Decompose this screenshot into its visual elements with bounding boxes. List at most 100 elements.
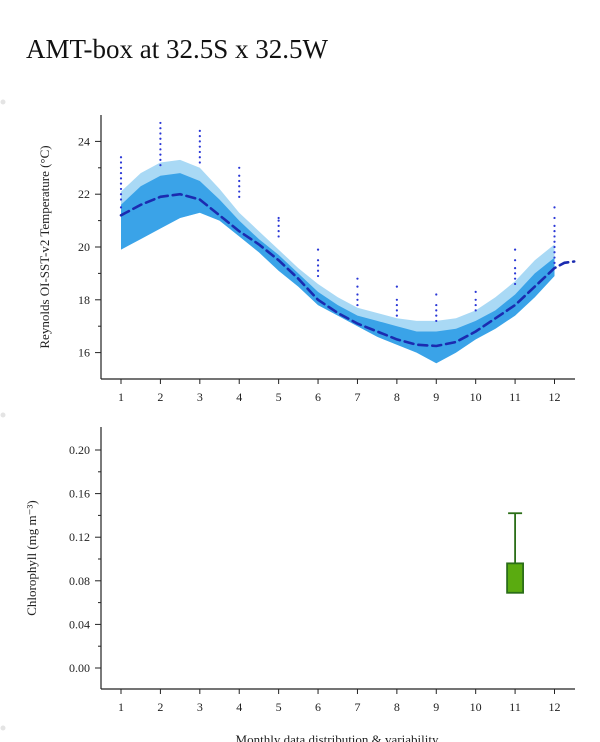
sst-observation-point <box>395 285 398 288</box>
chl-x-tick-label: 7 <box>354 700 360 714</box>
chl-x-tick-label: 10 <box>470 700 482 714</box>
edge-dot <box>0 725 6 731</box>
sst-x-tick-label: 4 <box>236 390 242 404</box>
sst-observation-point <box>356 303 359 307</box>
sst-x-tick-label: 8 <box>394 390 400 404</box>
sst-observation-point <box>553 216 556 220</box>
sst-observation-point <box>553 245 556 249</box>
chl-x-tick-label: 2 <box>157 700 163 714</box>
sst-observation-point <box>395 298 398 301</box>
sst-observation-point <box>513 272 517 275</box>
sst-x-tick-label: 1 <box>118 390 124 404</box>
sst-observation-point <box>198 129 201 132</box>
sst-observation-point <box>395 314 398 317</box>
edge-dot <box>0 99 6 105</box>
sst-observation-point <box>356 285 359 288</box>
chl-y-tick-label: 0.20 <box>69 443 90 457</box>
sst-observation-point <box>238 190 241 193</box>
sst-x-tick-label: 5 <box>276 390 282 404</box>
chl-x-tick-label: 9 <box>433 700 439 714</box>
chl-y-axis-title: Chlorophyll (mg m⁻³) <box>24 500 39 615</box>
chlorophyll-chart: 0.000.040.080.120.160.201 2 3 4 5 6 7 8 9 10 11 12C… <box>24 427 575 714</box>
sst-mean-line <box>119 192 576 348</box>
sst-x-tick-label: 2 <box>157 390 163 404</box>
sst-observation-point <box>238 179 241 183</box>
chl-y-tick-label: 0.04 <box>69 617 90 631</box>
chl-y-tick-label: 0.00 <box>69 661 90 675</box>
sst-observation-point <box>159 158 162 161</box>
sst-observation-point <box>435 303 438 307</box>
sst-observation-point <box>277 216 280 220</box>
sst-x-tick-label: 7 <box>354 390 360 404</box>
sst-observation-point <box>238 195 241 198</box>
sst-observation-point <box>119 193 123 196</box>
footer-caption: Monthly data distribution & variability <box>236 732 439 742</box>
sst-observation-point <box>474 298 477 301</box>
chl-x-tick-label: 8 <box>394 700 400 714</box>
sst-observation-point <box>316 259 320 262</box>
sst-observation-point <box>356 293 359 296</box>
chl-x-tick-label: 3 <box>197 700 203 714</box>
sst-observation-point <box>159 164 162 167</box>
sst-y-tick-label: 16 <box>78 346 90 360</box>
sst-observation-point <box>513 259 517 262</box>
sst-observation-point <box>513 267 517 270</box>
sst-y-tick-label: 18 <box>78 293 90 307</box>
sst-observation-point <box>119 187 123 191</box>
edge-markers <box>0 99 6 731</box>
chl-box <box>506 562 524 594</box>
sst-observation-point <box>553 235 556 238</box>
sst-observation-point <box>198 145 201 148</box>
sst-observation-point <box>316 248 320 251</box>
sst-observation-point <box>553 230 556 233</box>
sst-observation-point <box>553 261 556 264</box>
sst-observation-point <box>119 198 123 201</box>
sst-observation-point <box>119 171 123 175</box>
chl-x-tick-label: 4 <box>236 700 242 714</box>
sst-x-tick-label: 10 <box>470 390 482 404</box>
sst-observation-point <box>513 248 517 251</box>
sst-x-tick-label: 9 <box>433 390 439 404</box>
sst-observation-point <box>356 277 359 280</box>
sst-observation-point <box>159 142 162 146</box>
sst-observation-point <box>238 174 241 177</box>
chl-x-tick-label: 11 <box>509 700 521 714</box>
sst-observation-point <box>119 161 123 164</box>
sst-observation-point <box>435 293 438 296</box>
chl-y-tick-label: 0.12 <box>69 530 90 544</box>
sst-observation-point <box>474 309 477 312</box>
sst-observation-point <box>474 303 477 307</box>
sst-observation-point <box>119 166 123 169</box>
sst-observation-point <box>277 224 280 227</box>
chl-x-tick-label: 5 <box>276 700 282 714</box>
sst-observation-point <box>435 319 438 323</box>
sst-observation-point <box>198 140 201 143</box>
sst-observation-point <box>316 269 320 272</box>
sst-observation-point <box>159 132 162 135</box>
sst-observation-point <box>198 156 201 159</box>
chl-x-tick-label: 1 <box>118 700 124 714</box>
sst-observation-point <box>474 290 477 293</box>
chl-x-tick-label: 12 <box>549 700 561 714</box>
sst-y-tick-label: 20 <box>78 240 90 254</box>
sst-observation-point <box>435 314 438 317</box>
sst-observation-point <box>238 166 241 169</box>
sst-observation-point <box>238 185 241 188</box>
sst-observation-point <box>198 150 201 154</box>
sst-observation-point <box>159 148 162 151</box>
sst-observation-point <box>277 235 280 238</box>
sst-observation-point <box>513 277 517 280</box>
sst-y-tick-label: 22 <box>78 187 90 201</box>
sst-observation-point <box>119 206 123 209</box>
sst-inner-range-band <box>121 173 555 364</box>
sst-observation-point <box>198 161 201 164</box>
sst-observation-point <box>316 274 320 278</box>
sst-observation-point <box>119 177 123 180</box>
chl-y-tick-label: 0.08 <box>69 574 90 588</box>
sst-observation-point <box>277 219 280 222</box>
sst-observation-point <box>553 224 556 227</box>
sst-x-tick-label: 6 <box>315 390 321 404</box>
sst-observation-point <box>277 230 280 233</box>
sst-observation-point <box>553 256 556 259</box>
